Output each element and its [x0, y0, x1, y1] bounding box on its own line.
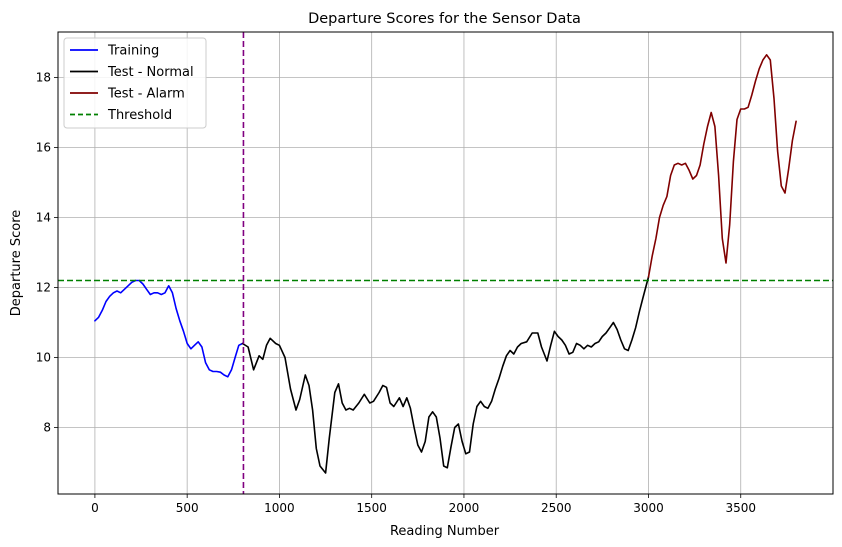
plot-frame — [57, 31, 834, 495]
legend-box — [63, 37, 207, 129]
legend-label: Training — [107, 44, 159, 59]
chart-title: Departure Scores for the Sensor Data — [308, 11, 581, 27]
x-tick-label: 3500 — [725, 501, 756, 515]
series-line-test-alarm — [647, 53, 797, 278]
x-tick-label: 3000 — [633, 501, 664, 515]
y-tick-label: 18 — [36, 71, 51, 85]
legend-label: Test - Normal — [107, 65, 194, 80]
legend-label: Threshold — [107, 108, 172, 123]
x-tick-label: 1000 — [264, 501, 295, 515]
y-tick-label: 14 — [36, 211, 51, 225]
y-tick-label: 12 — [36, 281, 51, 295]
plot-lines — [58, 32, 833, 494]
x-tick-label: 0 — [91, 501, 99, 515]
x-tick-label: 2500 — [541, 501, 572, 515]
x-axis-label: Reading Number — [390, 524, 500, 539]
x-tick-label: 1500 — [356, 501, 387, 515]
x-tick-label: 500 — [176, 501, 199, 515]
y-tick-label: 8 — [43, 421, 51, 435]
x-tick-label: 2000 — [449, 501, 480, 515]
x-ticks: 0 500 1000 1500 2000 2500 3000 3500 — [91, 494, 756, 515]
y-axis-label: Departure Score — [9, 210, 24, 317]
legend: Training Test - Normal Test - Alarm Thresho… — [63, 37, 207, 129]
series-line-training — [94, 279, 244, 378]
y-ticks: 8 10 12 14 16 18 — [36, 71, 58, 435]
legend-label: Test - Alarm — [107, 87, 185, 102]
y-tick-label: 16 — [36, 141, 51, 155]
y-tick-label: 10 — [36, 351, 51, 365]
series-line-test-normal — [241, 276, 650, 474]
